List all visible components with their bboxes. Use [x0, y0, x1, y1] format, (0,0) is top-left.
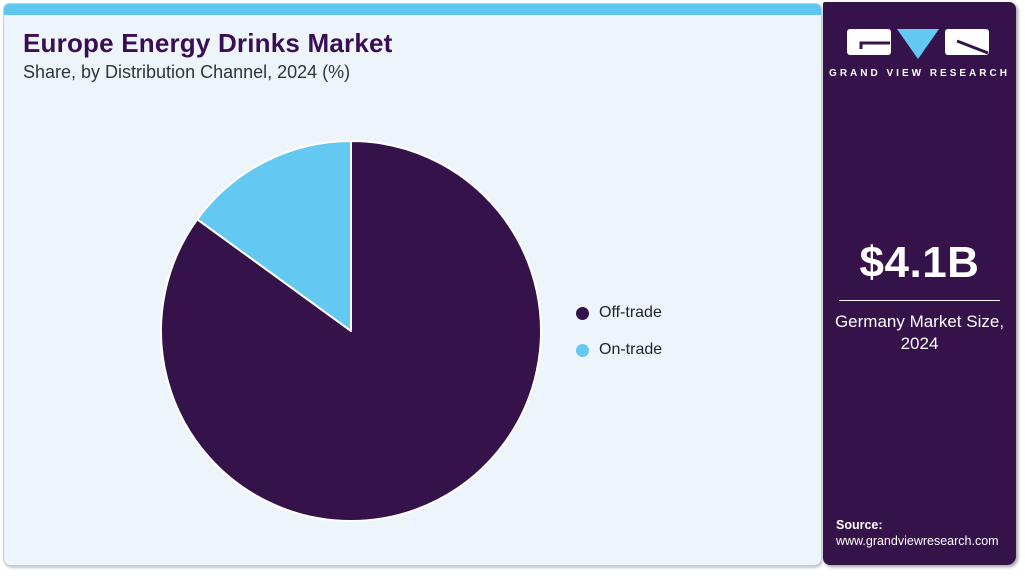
page-subtitle: Share, by Distribution Channel, 2024 (%): [23, 62, 351, 82]
gvr-logo: GRAND VIEW RESEARCH: [823, 28, 1016, 79]
legend: Off-trade On-trade: [576, 304, 662, 359]
pie-chart[interactable]: [156, 136, 546, 526]
source-url[interactable]: www.grandviewresearch.com: [836, 534, 999, 548]
source-label: Source:: [836, 518, 883, 532]
accent-bar: [4, 4, 821, 15]
gvr-logo-mark: [846, 29, 989, 59]
legend-item-off-trade[interactable]: Off-trade: [576, 304, 662, 322]
metric-caption: Germany Market Size, 2024: [834, 312, 1005, 353]
chart-card: Europe Energy Drinks Market Share, by Di…: [3, 3, 822, 566]
metric-value: $4.1B: [859, 238, 980, 287]
pie-slice-on-trade[interactable]: [196, 140, 352, 332]
legend-marker-on-trade: [576, 343, 589, 357]
page-title: Europe Energy Drinks Market: [23, 28, 393, 58]
legend-label-off-trade: Off-trade: [599, 304, 662, 321]
legend-item-on-trade[interactable]: On-trade: [576, 341, 662, 359]
legend-label-on-trade: On-trade: [599, 341, 663, 358]
legend-marker-off-trade: [576, 306, 589, 320]
gvr-logo-text: GRAND VIEW RESEARCH: [829, 68, 1010, 79]
metric-divider: [839, 300, 1000, 301]
brand-sidebar: GRAND VIEW RESEARCH $4.1B Germany Market…: [823, 2, 1016, 565]
market-size-metric: $4.1B Germany Market Size, 2024: [823, 238, 1016, 355]
source-block: Source: www.grandviewresearch.com: [836, 517, 999, 549]
